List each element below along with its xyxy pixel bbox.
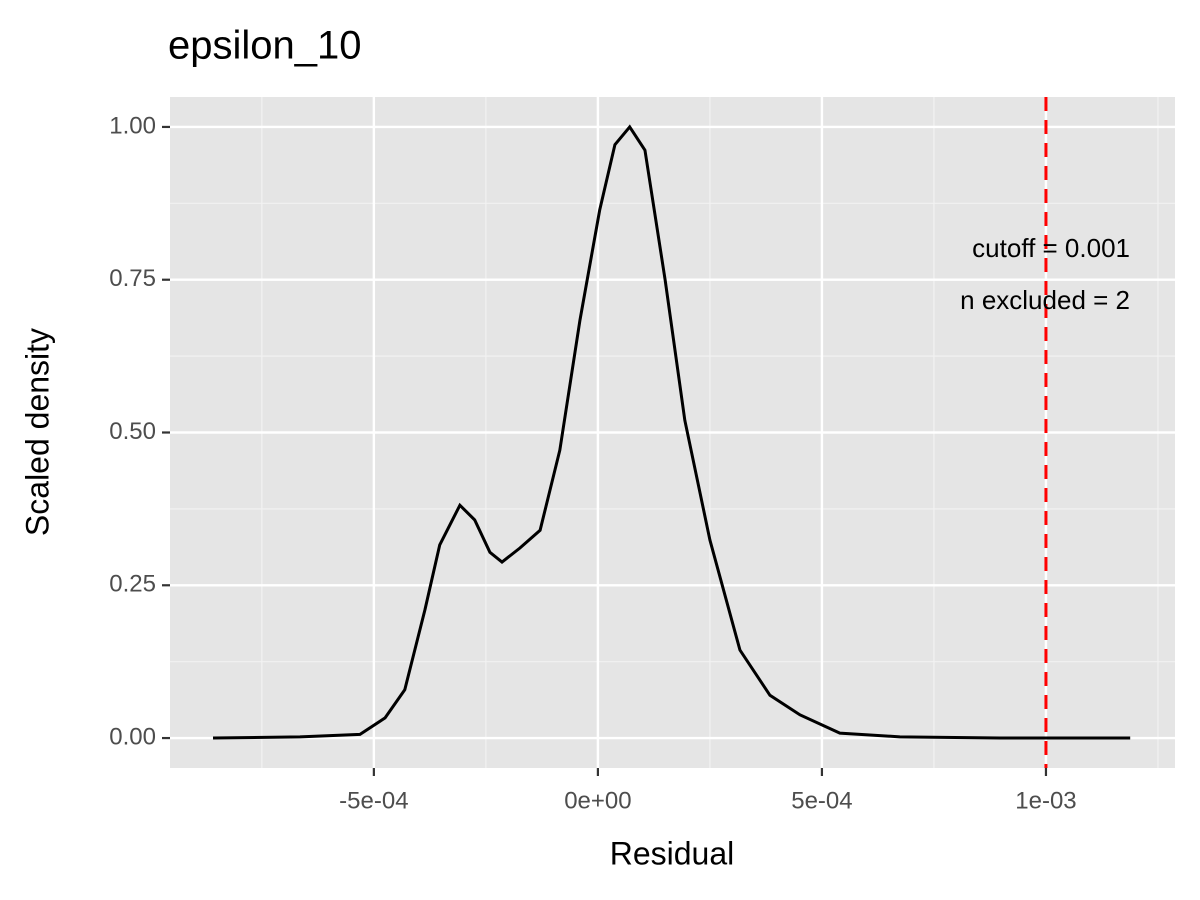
x-tick-label: 1e-03 <box>1015 787 1076 814</box>
y-tick-label: 0.75 <box>109 265 156 292</box>
annotation: n excluded = 2 <box>960 285 1130 315</box>
x-tick-label: 0e+00 <box>564 787 631 814</box>
y-tick-label: 0.00 <box>109 723 156 750</box>
density-line <box>212 124 1131 740</box>
x-tick-label: 5e-04 <box>791 787 852 814</box>
x-axis-title: Residual <box>610 835 735 871</box>
y-axis-title: Scaled density <box>19 328 55 536</box>
chart-title: epsilon_10 <box>168 24 362 68</box>
y-tick-label: 0.25 <box>109 571 156 598</box>
x-tick-label: -5e-04 <box>339 787 408 814</box>
y-tick-label: 1.00 <box>109 112 156 139</box>
y-tick-label: 0.50 <box>109 418 156 445</box>
annotation: cutoff = 0.001 <box>972 233 1130 263</box>
